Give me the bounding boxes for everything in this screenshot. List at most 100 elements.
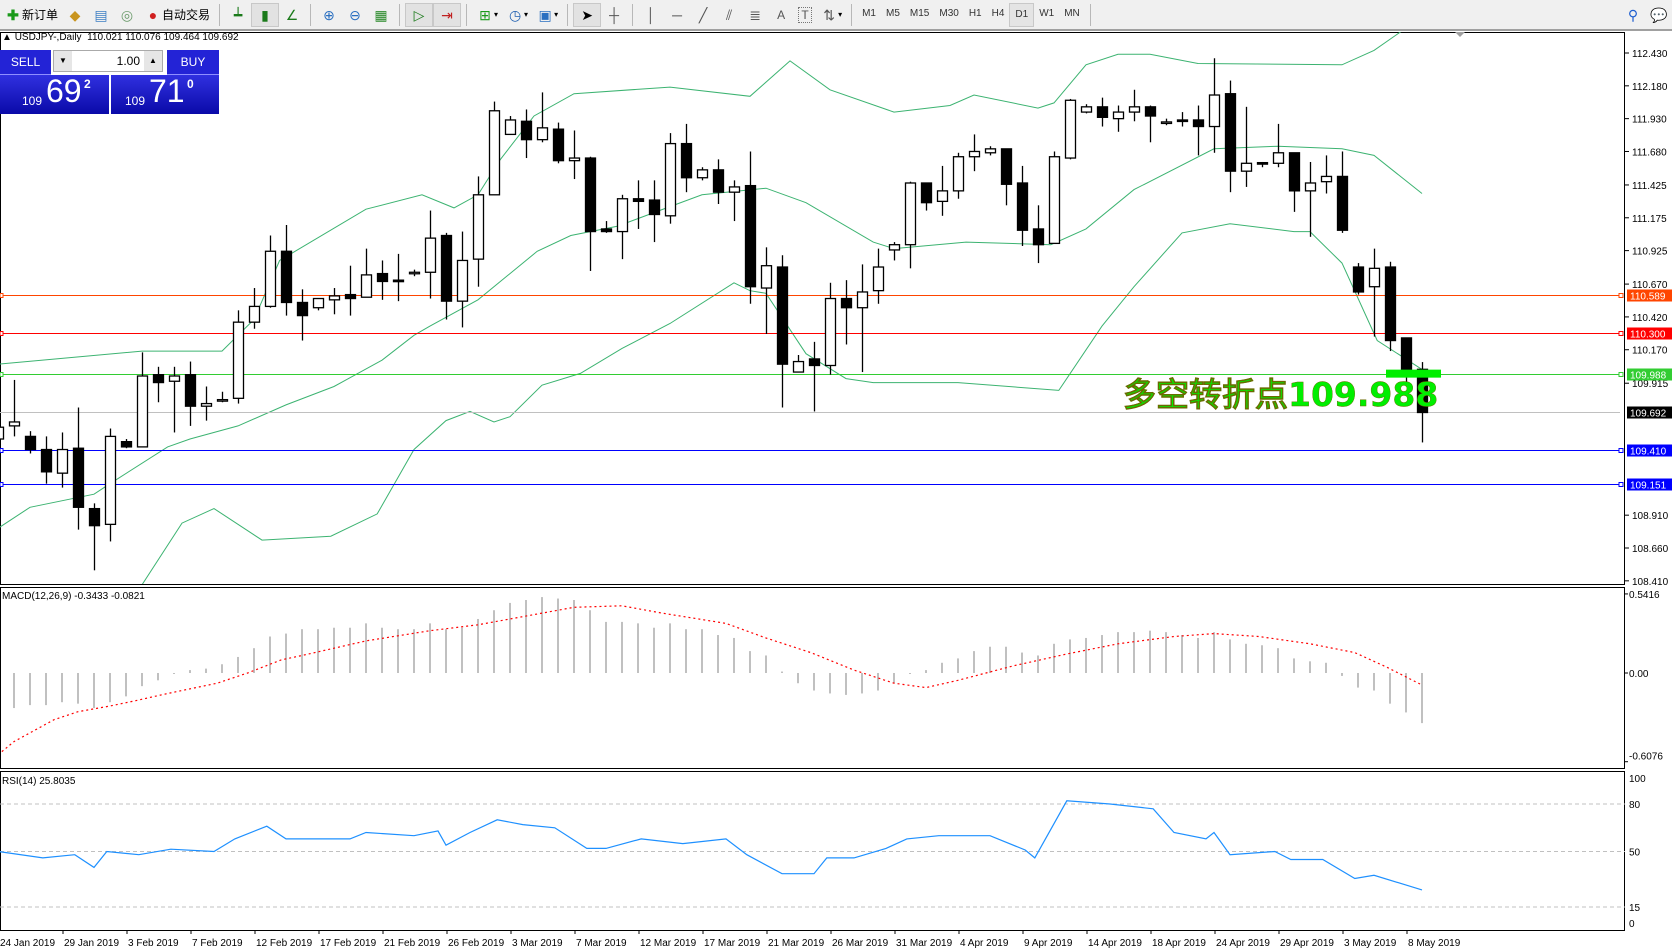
macd-histogram-bar [1341,673,1343,676]
timeframe-h4[interactable]: H4 [991,8,1005,19]
indicators-button[interactable]: ⊞ ▾ [472,3,502,27]
candle [248,288,261,329]
macd-histogram-bar [429,623,431,673]
candle-body-bullish [104,435,117,526]
zoom-in-button[interactable]: ⊕ [316,3,342,27]
candlestick-button[interactable]: ▮ [251,2,280,27]
channel-icon: ≣ [749,6,761,23]
buy-price-button[interactable]: 109 71 0 [111,73,219,114]
candle [552,122,565,164]
new-order-button[interactable]: ✚ 新订单 [0,3,62,27]
line-chart-button[interactable]: ∠ [279,3,305,27]
date-label: 14 Apr 2019 [1088,938,1142,949]
date-label: 7 Feb 2019 [192,938,243,949]
lot-increase-button[interactable]: ▲ [144,51,162,71]
chart-shift-button[interactable]: ⇥ [433,2,462,27]
macd-histogram-bar [813,673,815,691]
search-button[interactable]: ⚲ [1620,3,1646,27]
candle-body-bearish [1400,337,1413,371]
auto-scroll-button[interactable]: ▷ [405,2,434,27]
navigator-button[interactable]: ▤ [88,3,114,27]
macd-histogram-bar [733,637,735,673]
macd-histogram-bar [669,623,671,673]
buy-price-prefix: 109 [125,94,146,108]
rsi-tick-label: 80 [1629,800,1641,811]
search-icon: ⚲ [1627,6,1639,23]
candle-body-bearish [296,301,309,317]
macd-tick-label: -0.6076 [1629,752,1663,763]
timeframe-m30[interactable]: M30 [939,8,959,19]
candle-body-bullish [984,148,997,154]
market-watch-button[interactable]: ◆ [62,3,88,27]
rsi-panel-frame [0,771,1625,931]
timeframe-d1[interactable]: D1 [1009,2,1035,27]
timeframe-m15[interactable]: M15 [909,8,930,19]
text-label-button[interactable]: T [794,3,816,27]
macd-histogram-bar [749,651,751,673]
lot-size-field[interactable]: ▼ 1.00 ▲ [53,50,163,72]
fibonacci-button[interactable]: ⫽ [716,3,742,27]
candle-body-bullish [824,297,837,367]
date-label: 29 Jan 2019 [64,938,119,949]
chart-ohlc: 110.021 110.076 109.464 109.692 [87,32,239,43]
candle-body-bearish [1336,175,1349,231]
lot-decrease-button[interactable]: ▼ [54,51,72,71]
candle [1320,155,1333,194]
sell-button[interactable]: SELL [0,50,51,75]
timeframe-w1[interactable]: W1 [1039,8,1055,19]
candle-body-bearish [40,448,53,473]
timeframe-m5[interactable]: M5 [886,8,900,19]
macd-histogram-bar [253,648,255,673]
candle [744,151,757,304]
macd-histogram-bar [93,673,95,709]
macd-histogram-bar [1325,662,1327,673]
macd-histogram-bar [1037,655,1039,673]
buy-price-pips: 71 [149,73,185,109]
candle-body-bullish [216,398,229,402]
tile-windows-button[interactable]: ▦ [368,3,394,27]
candle [696,167,709,181]
bar-chart-button[interactable]: ┷ [225,3,251,27]
crosshair-button[interactable]: ┼ [601,3,627,27]
lot-value[interactable]: 1.00 [116,54,140,68]
candle-body-bearish [392,279,405,283]
collapse-triangle-icon[interactable]: ▲ [2,32,12,43]
templates-button[interactable]: ▣ ▾ [532,3,562,27]
text-button[interactable]: A [768,3,794,27]
chat-button[interactable]: 💬 [1646,3,1672,27]
sell-price-button[interactable]: 109 69 2 [0,73,109,114]
candle-body-bearish [120,440,133,448]
auto-trading-button[interactable]: ● 自动交易 [140,3,214,27]
market-watch-icon: ◆ [69,6,81,23]
timeframe-h1[interactable]: H1 [968,8,982,19]
timeframe-m1[interactable]: M1 [862,8,876,19]
vertical-line-button[interactable]: │ [638,3,664,27]
candle [216,391,229,403]
zoom-out-button[interactable]: ⊖ [342,3,368,27]
level-anchor-right [1618,448,1624,453]
candle [888,242,901,261]
date-label: 3 Mar 2019 [512,938,563,949]
level-price-label: 109.692 [1630,409,1667,420]
cursor-button[interactable]: ➤ [573,2,602,27]
macd-histogram-bar [1133,632,1135,673]
macd-histogram-bar [557,598,559,673]
candle-body-bearish [1224,93,1237,172]
periods-button[interactable]: ◷ ▾ [502,3,532,27]
candle [664,133,677,224]
buy-button[interactable]: BUY [167,50,219,75]
toolbar-separator [219,3,221,26]
signals-button[interactable]: ◎ [114,3,140,27]
candle-body-bullish [248,305,261,323]
channel-button[interactable]: ≣ [742,3,768,27]
candle [168,366,181,433]
macd-histogram-bar [685,629,687,673]
horizontal-line-button[interactable]: ─ [664,3,690,27]
arrows-button[interactable]: ⇅ ▾ [816,3,846,27]
macd-histogram-bar [1117,632,1119,673]
timeframe-mn[interactable]: MN [1064,8,1080,19]
trendline-button[interactable]: ╱ [690,3,716,27]
toolbar-separator [310,3,312,26]
new-order-label: 新订单 [22,8,59,22]
